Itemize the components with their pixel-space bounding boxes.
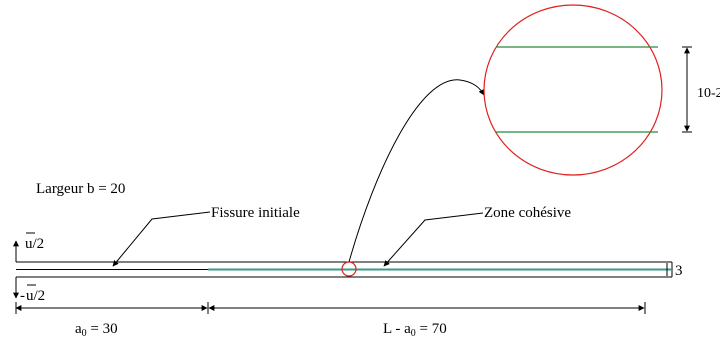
a0-subscript: 0 (82, 328, 87, 338)
load-top-label: u/2 (25, 236, 44, 252)
beam (16, 261, 673, 278)
load-bottom-prefix: - (20, 288, 25, 304)
length-dimensions: a0 = 30 L - a0 = 70 (15, 302, 646, 338)
cohesive-zone-callout: Zone cohésive (383, 205, 571, 267)
initial-crack-label: Fissure initiale (211, 205, 300, 221)
initial-crack-leader (112, 211, 211, 267)
load-arrows: u/2 - u/2 (13, 232, 45, 304)
remaining-length-label: L - a0 = 70 (383, 321, 447, 338)
rem-subscript: 0 (411, 328, 416, 338)
cohesive-zone-label: Zone cohésive (484, 205, 571, 221)
load-bottom-label: u/2 (26, 288, 45, 304)
thickness-label: 3 (675, 263, 683, 279)
initial-crack-callout: Fissure initiale (112, 205, 300, 267)
a0-label: a0 = 30 (75, 321, 118, 338)
zoom-connector-curve (348, 79, 485, 263)
a0-value: = 30 (87, 321, 118, 337)
zoom-detail: 10-2 (483, 4, 720, 176)
zoom-thickness-label: 10-2 (697, 86, 720, 101)
a0-letter: a (75, 321, 82, 337)
width-label: Largeur b = 20 (36, 181, 125, 197)
rem-value: = 70 (416, 321, 447, 337)
rem-prefix: L - a (383, 321, 411, 337)
cohesive-zone-leader (383, 212, 484, 267)
thickness-dimension: 3 (663, 261, 683, 279)
zoom-circle (483, 4, 663, 176)
